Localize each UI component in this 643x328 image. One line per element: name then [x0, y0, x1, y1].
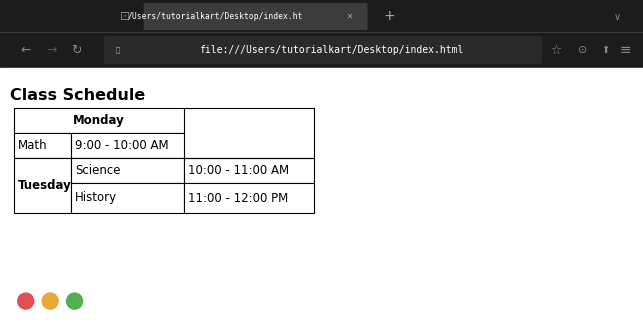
Text: 10:00 - 11:00 AM: 10:00 - 11:00 AM [188, 164, 289, 177]
Bar [14, 108, 184, 133]
Text: 🔒: 🔒 [116, 47, 120, 53]
Text: +: + [383, 10, 395, 24]
Bar [14, 158, 71, 213]
Text: ←: ← [21, 44, 31, 56]
Bar [184, 183, 314, 213]
Circle shape [18, 293, 33, 309]
Text: /Users/tutorialkart/Desktop/index.ht: /Users/tutorialkart/Desktop/index.ht [127, 12, 303, 21]
Text: ⬆: ⬆ [602, 45, 610, 55]
Text: 9:00 - 10:00 AM: 9:00 - 10:00 AM [75, 139, 168, 152]
Text: ↻: ↻ [71, 44, 81, 56]
Text: Science: Science [75, 164, 120, 177]
Text: History: History [75, 192, 117, 204]
Bar [0, 32, 643, 68]
FancyBboxPatch shape [143, 3, 368, 30]
Text: file:///Users/tutorialkart/Desktop/index.html: file:///Users/tutorialkart/Desktop/index… [199, 45, 464, 55]
Circle shape [67, 293, 82, 309]
Text: Class Schedule: Class Schedule [10, 88, 145, 102]
Text: ∨: ∨ [613, 11, 621, 22]
Text: Monday: Monday [73, 114, 125, 127]
Bar [184, 158, 314, 183]
Text: ≡: ≡ [619, 43, 631, 57]
Bar [71, 158, 184, 183]
Text: Math: Math [18, 139, 48, 152]
Text: Tuesday: Tuesday [18, 179, 72, 192]
Text: ✕: ✕ [346, 12, 352, 21]
Text: ⊙: ⊙ [578, 45, 587, 55]
Bar [71, 133, 184, 158]
Circle shape [42, 293, 58, 309]
Text: 11:00 - 12:00 PM: 11:00 - 12:00 PM [188, 192, 288, 204]
Bar [14, 133, 71, 158]
FancyBboxPatch shape [104, 36, 542, 64]
Text: ⊡: ⊡ [120, 10, 131, 23]
Bar [71, 183, 184, 213]
Bar [0, 68, 643, 328]
Bar [0, 0, 643, 32]
Text: ☆: ☆ [550, 44, 562, 56]
Text: →: → [46, 44, 57, 56]
